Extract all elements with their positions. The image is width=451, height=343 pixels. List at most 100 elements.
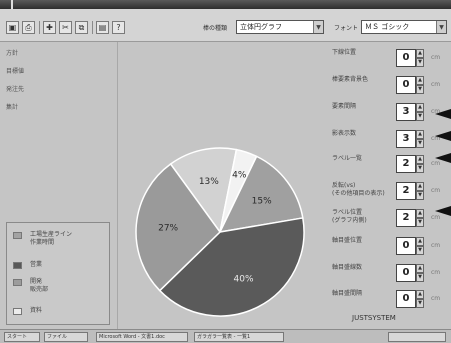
pie-slice[interactable] [158,217,305,317]
legend-swatch [13,279,22,286]
tree-item[interactable]: 方針 [6,50,19,57]
pie-slice-label: 15% [252,197,272,207]
tree-item[interactable]: 目標値 [6,68,25,75]
legend-label: 開発 販売部 [30,278,49,293]
chevron-down-icon[interactable]: ▼ [436,21,446,33]
start-button[interactable]: スタート [4,332,40,342]
help-icon[interactable]: ? [112,21,125,34]
font-value: ＭＳ ゴシック [365,23,410,31]
setting-stepper[interactable]: 0 ▲ ▼ [396,49,424,67]
brand-watermark: JUSTSYSTEM [352,314,396,322]
setting-value-field[interactable]: 2 [396,155,416,173]
taskbar-item[interactable]: ガラガラ一覧表 - 一覧1 [194,332,284,342]
title-bar [0,0,451,9]
setting-value-field[interactable]: 0 [396,290,416,308]
spin-down-icon[interactable]: ▼ [416,85,424,94]
setting-row: 要素間隔 3 ▲ ▼ cm [318,103,451,125]
setting-value-field[interactable]: 3 [396,130,416,148]
setting-label: 軸目盛間隔 [332,290,363,297]
toolbar: ▣ ⎙ ✚ ✂ ⧉ ▤ ? 棒の種類 立体円グラフ ▼ フォント ＭＳ ゴシック… [0,9,451,42]
spin-down-icon[interactable]: ▼ [416,273,424,282]
spin-down-icon[interactable]: ▼ [416,246,424,255]
spin-up-icon[interactable]: ▲ [416,155,424,164]
spin-up-icon[interactable]: ▲ [416,264,424,273]
setting-value-field[interactable]: 0 [396,237,416,255]
legend-item: 工場生産ライン 作業時間 [13,231,72,247]
spin-down-icon[interactable]: ▼ [416,139,424,148]
setting-row: 棒要素背景色 0 ▲ ▼ cm [318,76,451,98]
paste-icon[interactable]: ▤ [96,21,109,34]
font-select[interactable]: ＭＳ ゴシック ▼ [361,20,447,34]
setting-row: 影表示数 3 ▲ ▼ cm [318,130,451,152]
setting-row: 軸目盛位置 0 ▲ ▼ cm [318,237,451,259]
setting-stepper[interactable]: 0 ▲ ▼ [396,264,424,282]
spin-down-icon[interactable]: ▼ [416,164,424,173]
spin-down-icon[interactable]: ▼ [416,58,424,67]
main-area: 方針 目標値 発注先 集計 工場生産ライン 作業時間 営業 開発 販売部 資料 … [0,42,451,329]
setting-stepper[interactable]: 2 ▲ ▼ [396,155,424,173]
pie-slice[interactable] [135,162,221,292]
spin-up-icon[interactable]: ▲ [416,182,424,191]
setting-unit: cm [431,54,441,61]
save-icon[interactable]: ▣ [6,21,19,34]
spin-up-icon[interactable]: ▲ [416,237,424,246]
setting-value-field[interactable]: 0 [396,76,416,94]
setting-unit: cm [431,242,441,249]
pointer-arrow [435,131,451,141]
setting-unit: cm [431,187,441,194]
pie-chart[interactable]: 13% 4% 15% 40% 27% [130,140,310,320]
legend-swatch [13,308,22,315]
setting-unit: cm [431,81,441,88]
tree-item[interactable]: 発注先 [6,86,25,93]
spin-up-icon[interactable]: ▲ [416,49,424,58]
setting-stepper[interactable]: 0 ▲ ▼ [396,237,424,255]
setting-value-field[interactable]: 3 [396,103,416,121]
spin-up-icon[interactable]: ▲ [416,76,424,85]
setting-unit: cm [431,295,441,302]
cut-icon[interactable]: ✂ [59,21,72,34]
setting-label: ラベル位置 (グラフ内側) [332,209,367,224]
taskbar-item[interactable]: ファイル [44,332,88,342]
chart-type-select[interactable]: 立体円グラフ ▼ [236,20,324,34]
spin-down-icon[interactable]: ▼ [416,299,424,308]
spin-down-icon[interactable]: ▼ [416,218,424,227]
setting-label: 軸目盛位置 [332,237,363,244]
setting-stepper[interactable]: 0 ▲ ▼ [396,290,424,308]
spin-down-icon[interactable]: ▼ [416,191,424,200]
spin-up-icon[interactable]: ▲ [416,103,424,112]
setting-value-field[interactable]: 0 [396,264,416,282]
pointer-arrow [435,109,451,119]
setting-stepper[interactable]: 2 ▲ ▼ [396,209,424,227]
spin-up-icon[interactable]: ▲ [416,209,424,218]
settings-panel: 下線位置 0 ▲ ▼ cm 棒要素背景色 0 ▲ ▼ cm 要素間隔 3 ▲ ▼ cm 影表示数 3 ▲ ▼ cm ラベ… [318,42,451,329]
taskbar-item[interactable]: Microsoft Word - 文書1.doc [96,332,188,342]
tool-icon[interactable]: ✚ [43,21,56,34]
setting-value-field[interactable]: 2 [396,182,416,200]
setting-stepper[interactable]: 2 ▲ ▼ [396,182,424,200]
setting-stepper[interactable]: 0 ▲ ▼ [396,76,424,94]
chevron-down-icon[interactable]: ▼ [313,21,323,33]
setting-stepper[interactable]: 3 ▲ ▼ [396,103,424,121]
chart-legend: 工場生産ライン 作業時間 営業 開発 販売部 資料 [6,222,110,325]
setting-row: 反転(vs) (その他項目の表示) 2 ▲ ▼ cm [318,182,451,204]
spin-up-icon[interactable]: ▲ [416,130,424,139]
copy-icon[interactable]: ⧉ [75,21,88,34]
setting-value-field[interactable]: 0 [396,49,416,67]
pie-slice[interactable] [218,155,304,233]
setting-stepper[interactable]: 3 ▲ ▼ [396,130,424,148]
setting-unit: cm [431,160,441,167]
setting-row: 軸目盛間隔 0 ▲ ▼ cm [318,290,451,312]
legend-item: 営業 [13,261,42,269]
print-icon[interactable]: ⎙ [22,21,35,34]
setting-value-field[interactable]: 2 [396,209,416,227]
spin-up-icon[interactable]: ▲ [416,290,424,299]
pie-slice-label: 13% [199,177,219,187]
setting-row: 軸目盛線数 0 ▲ ▼ cm [318,264,451,286]
pie-slice[interactable] [169,147,238,234]
system-tray [388,332,446,342]
tree-item[interactable]: 集計 [6,104,19,111]
chart-type-value: 立体円グラフ [240,23,282,31]
spin-down-icon[interactable]: ▼ [416,112,424,121]
left-pane: 方針 目標値 発注先 集計 工場生産ライン 作業時間 営業 開発 販売部 資料 [0,42,118,329]
chart-type-label: 棒の種類 [203,25,228,32]
